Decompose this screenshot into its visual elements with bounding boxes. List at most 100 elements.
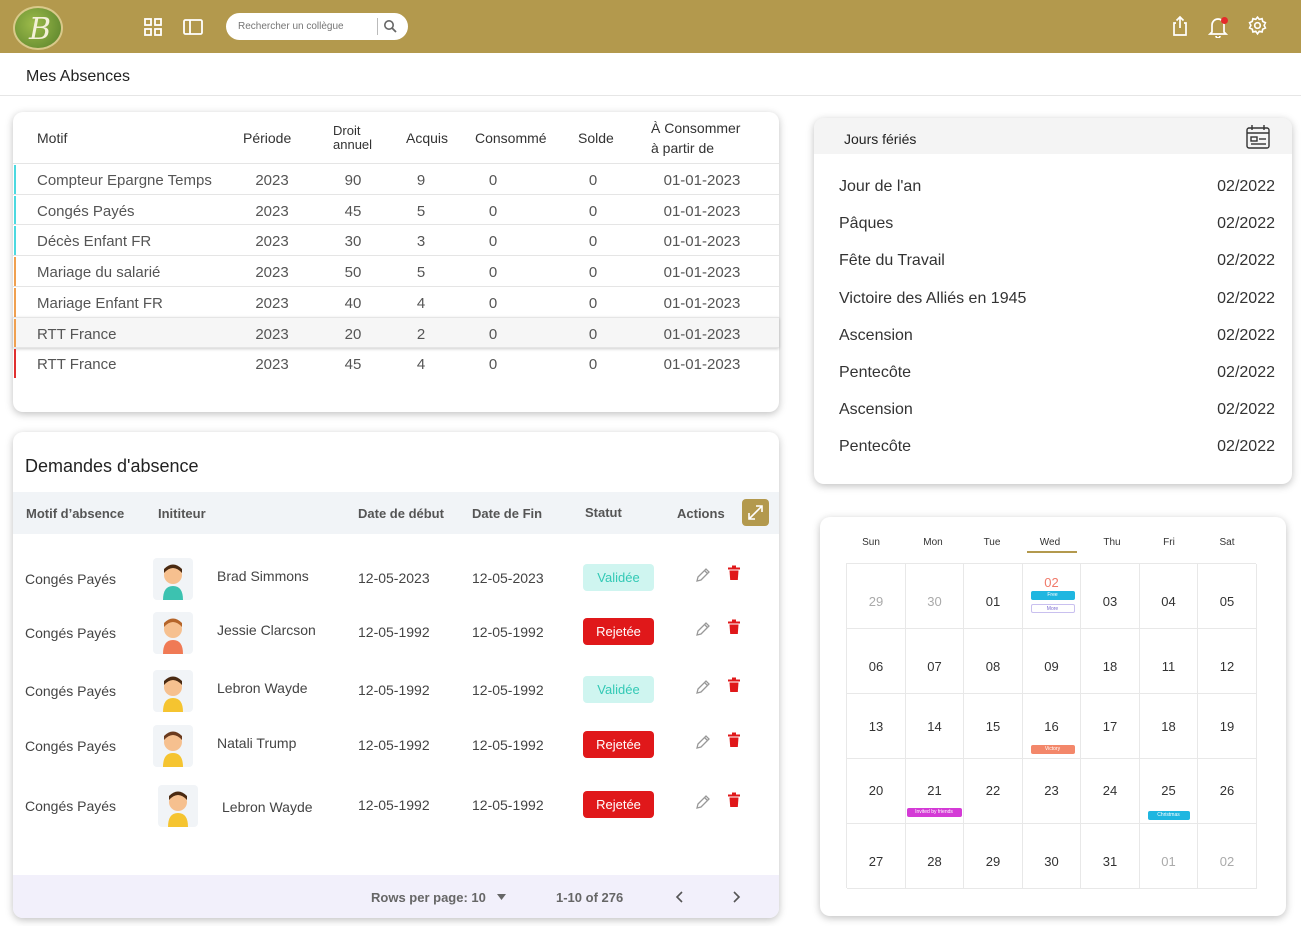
- event-invited[interactable]: Invited by friends: [906, 808, 962, 817]
- table-row[interactable]: Congés Payés Brad Simmons 12-05-2023 12-05-…: [13, 550, 779, 604]
- calendar-day-cell[interactable]: 08: [964, 629, 1023, 694]
- edit-button[interactable]: [695, 679, 711, 695]
- bell-icon[interactable]: [1208, 16, 1228, 38]
- calendar-day-cell[interactable]: 04: [1139, 564, 1198, 629]
- holiday-item: Jour de l'an 02/2022: [839, 178, 1275, 202]
- calendar-day-cell[interactable]: 30: [1022, 824, 1081, 889]
- grid-icon[interactable]: [143, 17, 163, 37]
- col-droit-line1: Droit: [333, 123, 361, 138]
- table-row[interactable]: Congés Payés 2023 45 5 0 0 01-01-2023: [13, 193, 779, 225]
- calendar-day-cell[interactable]: 11: [1139, 629, 1198, 694]
- calendar-day-cell[interactable]: 21 Invited by friends: [905, 759, 964, 824]
- calendar-day-cell[interactable]: 05: [1198, 564, 1257, 629]
- holiday-item: Ascension 02/2022: [839, 327, 1275, 351]
- table-row[interactable]: Compteur Epargne Temps 2023 90 9 0 0 01-01-202…: [13, 163, 779, 194]
- calendar-day-cell[interactable]: 03: [1081, 564, 1140, 629]
- search-input[interactable]: [238, 18, 378, 35]
- table-row[interactable]: Mariage du salarié 2023 50 5 0 0 01-01-2023: [13, 255, 779, 287]
- table-row[interactable]: Congés Payés Jessie Clarcson 12-05-1992 12-…: [13, 604, 779, 658]
- table-row[interactable]: Congés Payés Lebron Wayde 12-05-1992 12-05-…: [13, 777, 779, 831]
- calendar-day-cell[interactable]: 31: [1081, 824, 1140, 889]
- holiday-date: 02/2022: [1217, 364, 1275, 381]
- calendar-day-number: 22: [985, 783, 1001, 798]
- trash-icon: [728, 565, 740, 580]
- pencil-icon: [696, 680, 710, 694]
- rows-per-page[interactable]: Rows per page: 10: [371, 890, 486, 905]
- weekday-label: Tue: [983, 537, 1001, 548]
- calendar-day-cell[interactable]: 01: [964, 564, 1023, 629]
- sidebar-toggle-icon[interactable]: [182, 17, 204, 37]
- delete-button[interactable]: [727, 792, 741, 808]
- calendar-day-number: 24: [1102, 783, 1118, 798]
- table-row[interactable]: RTT France 2023 45 4 0 0 01-01-2023: [13, 347, 779, 379]
- calendar-day-cell[interactable]: 07: [905, 629, 964, 694]
- table-row[interactable]: Décès Enfant FR 2023 30 3 0 0 01-01-2023: [13, 224, 779, 256]
- calendar-day-cell[interactable]: 14: [905, 694, 964, 759]
- event-christmas[interactable]: Christmas: [1147, 811, 1190, 820]
- search-icon[interactable]: [383, 19, 397, 33]
- calendar-icon[interactable]: [1244, 123, 1272, 151]
- caret-down-icon[interactable]: [497, 894, 506, 900]
- event-free[interactable]: Free: [1030, 591, 1075, 600]
- cell-date-debut: 12-05-1992: [358, 682, 430, 698]
- calendar-day-cell[interactable]: 01: [1139, 824, 1198, 889]
- holiday-name: Victoire des Alliés en 1945: [839, 289, 1027, 307]
- calendar-day-cell[interactable]: 20: [847, 759, 906, 824]
- event-more-link[interactable]: More: [1030, 604, 1075, 613]
- edit-button[interactable]: [695, 567, 711, 583]
- gear-icon[interactable]: [1247, 15, 1268, 36]
- delete-button[interactable]: [727, 677, 741, 693]
- calendar-day-cell[interactable]: 28: [905, 824, 964, 889]
- edit-button[interactable]: [695, 794, 711, 810]
- table-row[interactable]: RTT France 2023 20 2 0 0 01-01-2023: [13, 316, 779, 348]
- app-logo[interactable]: B: [13, 6, 63, 50]
- chevron-right-icon[interactable]: [731, 890, 741, 904]
- row-color-indicator: [14, 318, 16, 348]
- holiday-date: 02/2022: [1217, 178, 1275, 195]
- person-avatar-icon: [163, 731, 183, 767]
- calendar-day-cell[interactable]: 27: [847, 824, 906, 889]
- calendar-day-cell[interactable]: 25 Christmas: [1139, 759, 1198, 824]
- delete-button[interactable]: [727, 732, 741, 748]
- edit-button[interactable]: [695, 621, 711, 637]
- delete-button[interactable]: [727, 565, 741, 581]
- weekday-label: Thu: [1103, 537, 1121, 548]
- calendar-day-cell[interactable]: 17: [1081, 694, 1140, 759]
- edit-button[interactable]: [695, 734, 711, 750]
- calendar-day-cell[interactable]: 24: [1081, 759, 1140, 824]
- cell-acquis: 5: [416, 202, 426, 220]
- calendar-day-number: 26: [1219, 783, 1235, 798]
- calendar-day-cell[interactable]: 16 Victory: [1022, 694, 1081, 759]
- calendar-day-cell[interactable]: 29: [847, 564, 906, 629]
- calendar-day-cell[interactable]: 18: [1139, 694, 1198, 759]
- expand-button[interactable]: [742, 499, 769, 526]
- cell-solde: 0: [588, 325, 598, 343]
- calendar-day-cell[interactable]: 02: [1198, 824, 1257, 889]
- calendar-day-cell[interactable]: 22: [964, 759, 1023, 824]
- calendar-day-cell[interactable]: 26: [1198, 759, 1257, 824]
- share-icon[interactable]: [1171, 15, 1189, 37]
- calendar-day-cell[interactable]: 13: [847, 694, 906, 759]
- table-row[interactable]: Congés Payés Natali Trump 12-05-1992 12-05-…: [13, 717, 779, 771]
- chevron-left-icon[interactable]: [675, 890, 685, 904]
- calendar-day-cell[interactable]: 29: [964, 824, 1023, 889]
- colleague-search[interactable]: [226, 13, 408, 40]
- avatar: [158, 785, 198, 827]
- calendar-day-cell[interactable]: 18: [1081, 629, 1140, 694]
- calendar-day-cell[interactable]: 23: [1022, 759, 1081, 824]
- calendar-day-cell[interactable]: 06: [847, 629, 906, 694]
- calendar-day-cell[interactable]: 15: [964, 694, 1023, 759]
- cell-periode: 2023: [255, 202, 289, 220]
- initiator-name: Brad Simmons: [217, 568, 309, 584]
- table-row[interactable]: Mariage Enfant FR 2023 40 4 0 0 01-01-2023: [13, 285, 779, 317]
- calendar-day-cell[interactable]: 09: [1022, 629, 1081, 694]
- table-row[interactable]: Congés Payés Lebron Wayde 12-05-1992 12-05-…: [13, 662, 779, 716]
- calendar-day-cell[interactable]: 02 Free More: [1022, 564, 1081, 629]
- event-victory[interactable]: Victory: [1030, 745, 1075, 754]
- calendar-day-cell[interactable]: 19: [1198, 694, 1257, 759]
- holiday-date: 02/2022: [1217, 289, 1275, 307]
- delete-button[interactable]: [727, 619, 741, 635]
- calendar-day-cell[interactable]: 12: [1198, 629, 1257, 694]
- calendar-day-cell[interactable]: 30: [905, 564, 964, 629]
- cell-motif: RTT France: [37, 356, 117, 374]
